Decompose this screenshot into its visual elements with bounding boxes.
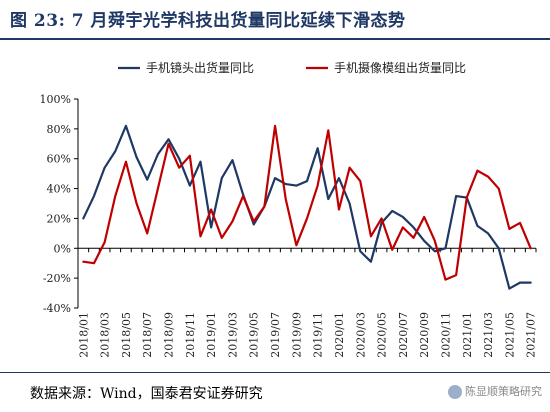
x-tick-label: 2018/09 bbox=[163, 312, 176, 358]
x-tick-label: 2021/07 bbox=[525, 312, 538, 358]
x-tick-label: 2020/01 bbox=[333, 312, 346, 358]
legend-label-2: 手机摄像模组出货量同比 bbox=[334, 60, 466, 75]
x-tick-label: 2021/01 bbox=[461, 312, 474, 358]
series-line-1 bbox=[82, 124, 532, 290]
x-tick-label: 2019/05 bbox=[248, 312, 261, 358]
y-tick-label: -40% bbox=[43, 302, 71, 315]
x-tick-label: 2018/11 bbox=[184, 312, 197, 358]
x-tick-label: 2019/09 bbox=[290, 312, 303, 358]
x-tick-label: 2021/03 bbox=[482, 312, 495, 358]
x-tick-label: 2020/03 bbox=[354, 312, 367, 358]
y-tick-label: 40% bbox=[47, 183, 71, 196]
chart-area: 100% 80% 60% 40% 20% 0% -20% -40% 2018/01 2018/03… bbox=[0, 40, 550, 370]
x-tick-label: 2020/11 bbox=[439, 312, 452, 358]
y-tick-label: 0% bbox=[54, 242, 71, 255]
watermark-text: 陈显顺策略研究 bbox=[465, 385, 542, 398]
source-note: 数据来源：Wind，国泰君安证券研究 bbox=[30, 386, 263, 402]
x-tick-label: 2018/05 bbox=[120, 312, 133, 358]
title-bar: 图 23: 7 月舜宇光学科技出货量同比延续下滑态势 bbox=[0, 0, 550, 40]
y-tick-label: 60% bbox=[47, 153, 71, 166]
footer: 数据来源：Wind，国泰君安证券研究 陈显顺策略研究 bbox=[0, 372, 550, 412]
line-chart: 100% 80% 60% 40% 20% 0% -20% -40% 2018/01 2018/03… bbox=[40, 60, 538, 358]
x-tick-label: 2021/05 bbox=[503, 312, 516, 358]
x-tick-label: 2018/07 bbox=[141, 312, 154, 358]
legend-label-1: 手机镜头出货量同比 bbox=[146, 60, 254, 75]
x-tick-label: 2020/07 bbox=[397, 312, 410, 358]
x-tick-label: 2019/01 bbox=[205, 312, 218, 358]
x-tick-label: 2019/07 bbox=[269, 312, 282, 358]
chart-title: 图 23: 7 月舜宇光学科技出货量同比延续下滑态势 bbox=[10, 11, 406, 31]
x-tick-label: 2019/03 bbox=[226, 312, 239, 358]
y-tick-label: 20% bbox=[47, 212, 71, 225]
x-tick-label: 2020/09 bbox=[418, 312, 431, 358]
y-tick-label: 100% bbox=[40, 93, 71, 106]
x-tick-label: 2018/03 bbox=[99, 312, 112, 358]
watermark-logo-icon bbox=[448, 385, 462, 399]
x-tick-label: 2019/11 bbox=[312, 312, 325, 358]
x-tick-label: 2018/01 bbox=[77, 312, 90, 358]
series-line-2 bbox=[82, 124, 532, 281]
watermark: 陈显顺策略研究 bbox=[448, 383, 542, 399]
y-tick-label: -20% bbox=[43, 272, 71, 285]
y-tick-label: 80% bbox=[47, 123, 71, 136]
x-tick-label: 2020/05 bbox=[376, 312, 389, 358]
